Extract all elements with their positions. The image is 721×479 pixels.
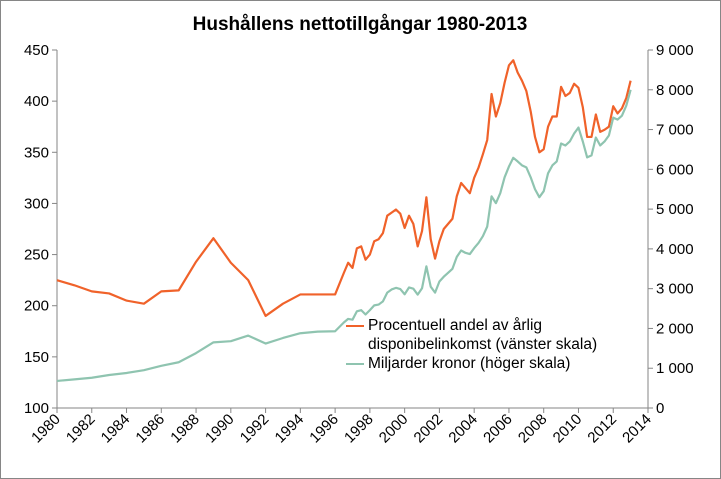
y2-tick-label: 4 000 bbox=[656, 241, 694, 258]
x-tick-label: 1986 bbox=[133, 411, 169, 447]
legend-label: Miljarder kronor (höger skala) bbox=[368, 355, 571, 372]
y2-tick-label: 8 000 bbox=[656, 82, 694, 99]
x-tick-label: 2010 bbox=[550, 411, 586, 447]
y-tick-label: 100 bbox=[24, 400, 49, 417]
y-tick-label: 300 bbox=[24, 195, 49, 212]
chart-title: Hushållens nettotillgångar 1980-2013 bbox=[193, 14, 528, 35]
x-tick-label: 1996 bbox=[306, 411, 342, 447]
x-tick-label: 2012 bbox=[584, 411, 620, 447]
y-tick-label: 150 bbox=[24, 349, 49, 366]
legend-item: Procentuell andel av årlig disponibelink… bbox=[346, 316, 636, 354]
series-line bbox=[56, 89, 632, 383]
x-tick-label: 2008 bbox=[515, 411, 551, 447]
y-tick-label: 400 bbox=[24, 93, 49, 110]
legend: Procentuell andel av årlig disponibelink… bbox=[346, 316, 636, 373]
y2-tick-label: 5 000 bbox=[656, 201, 694, 218]
y2-tick-label: 2 000 bbox=[656, 320, 694, 337]
x-tick-label: 1994 bbox=[272, 411, 308, 447]
x-tick-label: 2000 bbox=[376, 411, 412, 447]
y2-tick-label: 3 000 bbox=[656, 281, 694, 298]
x-tick-label: 2006 bbox=[480, 411, 516, 447]
legend-label: Procentuell andel av årlig disponibelink… bbox=[368, 317, 598, 353]
y2-tick-label: 0 bbox=[656, 400, 664, 417]
y-tick-label: 450 bbox=[24, 42, 49, 59]
x-tick-label: 2002 bbox=[411, 411, 447, 447]
y-tick-label: 200 bbox=[24, 298, 49, 315]
legend-item: Miljarder kronor (höger skala) bbox=[346, 354, 636, 373]
y2-tick-label: 7 000 bbox=[656, 122, 694, 139]
legend-swatch bbox=[346, 363, 364, 365]
series-line bbox=[56, 59, 632, 318]
x-tick-label: 1988 bbox=[167, 411, 203, 447]
x-tick-label: 2004 bbox=[445, 411, 481, 447]
legend-swatch bbox=[346, 325, 364, 327]
y2-tick-label: 9 000 bbox=[656, 42, 694, 59]
y2-tick-label: 1 000 bbox=[656, 360, 694, 377]
y-tick-label: 250 bbox=[24, 247, 49, 264]
x-tick-label: 1990 bbox=[202, 411, 238, 447]
y-tick-label: 350 bbox=[24, 144, 49, 161]
y2-tick-label: 6 000 bbox=[656, 161, 694, 178]
x-tick-label: 1992 bbox=[237, 411, 273, 447]
x-tick-label: 1982 bbox=[63, 411, 99, 447]
x-tick-label: 1984 bbox=[98, 411, 134, 447]
x-tick-label: 1998 bbox=[341, 411, 377, 447]
x-tick-label: 2014 bbox=[619, 411, 655, 447]
